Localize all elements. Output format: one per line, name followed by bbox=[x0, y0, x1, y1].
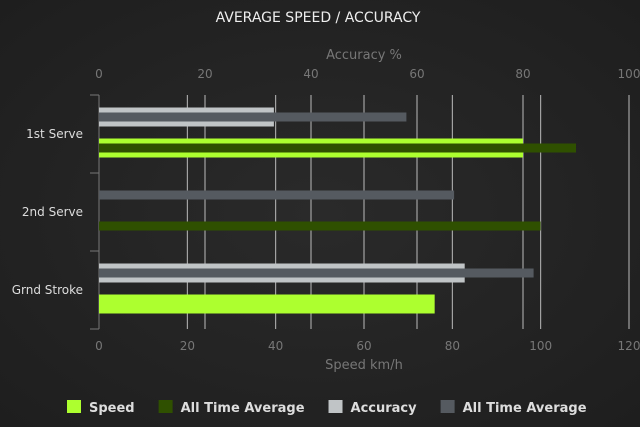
category-label: Grnd Stroke bbox=[12, 283, 83, 297]
top-tick-label: 40 bbox=[303, 67, 318, 81]
bottom-tick-label: 60 bbox=[356, 339, 371, 353]
bottom-tick-label: 0 bbox=[95, 339, 103, 353]
top-axis-label: Accuracy % bbox=[326, 48, 402, 63]
legend-label: All Time Average bbox=[463, 401, 587, 416]
legend-swatch bbox=[67, 400, 81, 413]
chart-title: AVERAGE SPEED / ACCURACY bbox=[216, 10, 421, 26]
legend-label: Speed bbox=[89, 401, 135, 416]
legend-label: All Time Average bbox=[181, 401, 305, 416]
top-tick-label: 20 bbox=[197, 67, 212, 81]
bottom-tick-label: 120 bbox=[618, 339, 640, 353]
bar-all-time-average bbox=[99, 268, 534, 278]
top-tick-label: 80 bbox=[515, 67, 530, 81]
legend-swatch bbox=[440, 400, 455, 413]
legend-label: Accuracy bbox=[351, 401, 418, 416]
legend-swatch bbox=[158, 400, 173, 413]
category-label: 1st Serve bbox=[26, 127, 83, 141]
bar-all-time-average bbox=[99, 112, 407, 122]
legend-swatch bbox=[328, 400, 343, 413]
top-tick-label: 0 bbox=[95, 67, 103, 81]
bottom-tick-label: 80 bbox=[445, 339, 460, 353]
bar-speed bbox=[99, 294, 435, 314]
bar-all-time-average bbox=[99, 143, 576, 153]
bar-all-time-average bbox=[99, 221, 541, 231]
bottom-tick-label: 100 bbox=[529, 339, 552, 353]
top-tick-label: 100 bbox=[618, 67, 640, 81]
top-tick-label: 60 bbox=[409, 67, 424, 81]
bottom-tick-label: 40 bbox=[268, 339, 283, 353]
bar-all-time-average bbox=[99, 190, 455, 200]
bottom-axis-label: Speed km/h bbox=[325, 358, 403, 373]
bottom-tick-label: 20 bbox=[180, 339, 195, 353]
category-label: 2nd Serve bbox=[22, 205, 83, 219]
